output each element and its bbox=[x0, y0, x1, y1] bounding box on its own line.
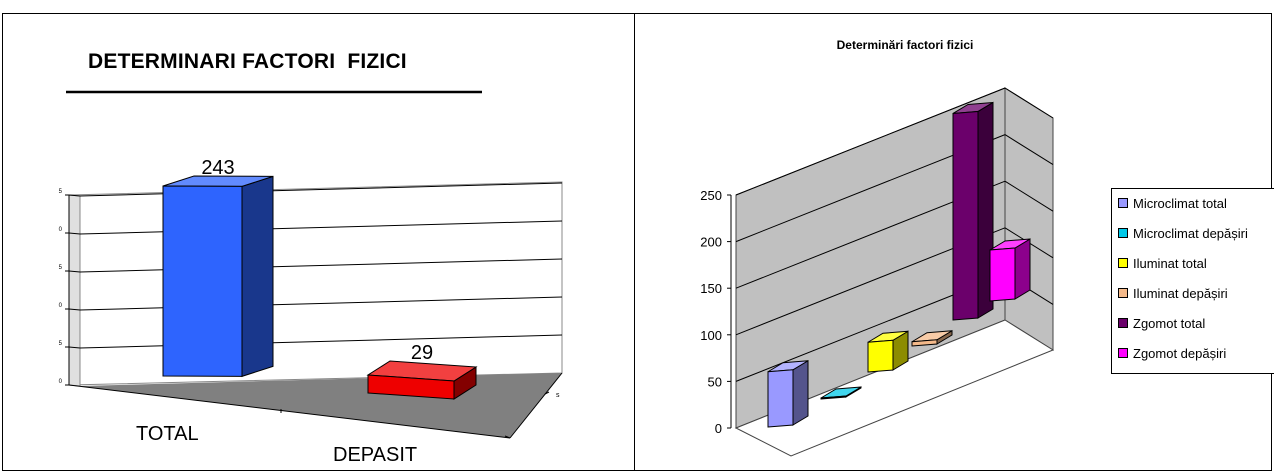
right-y-tick-label: 100 bbox=[700, 328, 722, 343]
right-chart-title: Determinări factori fizici bbox=[836, 38, 974, 52]
right-bar-0 bbox=[767, 359, 809, 428]
right-y-tick-label: 200 bbox=[700, 235, 722, 250]
left-y-tick-label: 5 bbox=[59, 265, 63, 271]
legend-swatch-microclimat-total bbox=[1118, 198, 1128, 208]
left-category-label-depasit: DEPASIT bbox=[333, 444, 417, 466]
legend-label-iluminat-depasiri: Iluminat depășiri bbox=[1133, 285, 1228, 301]
legend-label-microclimat-total: Microclimat total bbox=[1133, 195, 1227, 211]
left-gridline-side bbox=[68, 308, 81, 311]
left-bar-depasit bbox=[366, 360, 478, 400]
left-bar-depasit-front bbox=[367, 374, 455, 400]
right-y-tick-label: 50 bbox=[708, 374, 722, 389]
right-gridline bbox=[735, 87, 1006, 196]
right-gridline-side bbox=[1004, 134, 1054, 166]
left-bars bbox=[162, 175, 478, 400]
right-gridline-side bbox=[1004, 180, 1054, 212]
legend-swatch-zgomot-depasiri bbox=[1118, 348, 1128, 358]
left-depth-tick-label: s bbox=[556, 392, 560, 399]
left-gridline bbox=[79, 220, 563, 235]
left-chart-title: DETERMINARI FACTORI FIZICI bbox=[88, 50, 407, 73]
left-bar-total-front bbox=[162, 185, 243, 377]
legend-swatch-iluminat-depasiri bbox=[1118, 288, 1128, 298]
legend-item-zgomot-total: Zgomot total bbox=[1118, 315, 1205, 331]
left-gridline-side bbox=[68, 194, 81, 197]
right-bar-1 bbox=[820, 386, 862, 400]
left-y-tick-label: 0 bbox=[59, 303, 63, 309]
right-bar-3 bbox=[911, 329, 953, 347]
legend-item-iluminat-total: Iluminat total bbox=[1118, 255, 1207, 271]
left-y-tick-label: 0 bbox=[59, 227, 63, 233]
right-bar-0-side bbox=[792, 359, 809, 426]
right-bar-4-front bbox=[952, 110, 979, 321]
left-gridline-side bbox=[68, 346, 81, 349]
legend-item-microclimat-total: Microclimat total bbox=[1118, 195, 1227, 211]
legend-item-zgomot-depasiri: Zgomot depășiri bbox=[1118, 345, 1226, 361]
right-bars bbox=[767, 101, 1031, 428]
left-x-tick-end bbox=[504, 435, 511, 439]
right-gridline-side bbox=[1004, 87, 1054, 119]
right-y-tick-label: 150 bbox=[700, 281, 722, 296]
legend-swatch-iluminat-total bbox=[1118, 258, 1128, 268]
left-y-tick-label: 0 bbox=[59, 379, 63, 385]
left-y-tick-label: 5 bbox=[59, 341, 63, 347]
left-x-axis bbox=[68, 384, 511, 439]
left-data-label-depasit: 29 bbox=[411, 342, 433, 364]
right-bar-4 bbox=[952, 101, 994, 321]
right-bar-0-front bbox=[767, 369, 794, 428]
right-y-tick-label: 0 bbox=[715, 421, 722, 436]
left-gridline-side bbox=[68, 232, 81, 235]
left-gridline-side bbox=[68, 270, 81, 273]
left-y-tick-label: 5 bbox=[59, 189, 63, 195]
left-y-ticks: 0 5 0 5 0 5 bbox=[59, 189, 69, 386]
left-gridline bbox=[79, 258, 563, 273]
right-bar-2-front bbox=[867, 339, 894, 373]
left-depth-tick bbox=[544, 391, 550, 395]
legend-item-microclimat-depasiri: Microclimat depășiri bbox=[1118, 225, 1248, 241]
legend-label-microclimat-depasiri: Microclimat depășiri bbox=[1133, 225, 1248, 241]
left-gridline bbox=[79, 334, 563, 349]
left-gridline bbox=[79, 182, 563, 197]
right-bar-3-front bbox=[911, 339, 938, 347]
right-bar-5 bbox=[989, 238, 1031, 302]
right-floor bbox=[734, 319, 1055, 457]
left-gridlines bbox=[68, 182, 563, 349]
left-gridline bbox=[79, 296, 563, 311]
right-bar-1-front bbox=[820, 395, 847, 400]
left-bar-total bbox=[162, 175, 274, 378]
right-y-ticks: 0 50 100 150 200 250 bbox=[700, 188, 731, 436]
left-depth-axis bbox=[509, 372, 563, 439]
right-bar-5-side bbox=[1014, 238, 1031, 300]
right-chart-legend: Microclimat total Microclimat depășiri I… bbox=[1111, 188, 1274, 374]
right-bar-2 bbox=[867, 330, 909, 373]
legend-label-zgomot-total: Zgomot total bbox=[1133, 315, 1206, 331]
right-side-wall bbox=[1004, 87, 1054, 351]
legend-swatch-microclimat-depasiri bbox=[1118, 228, 1128, 238]
left-data-label-total: 243 bbox=[201, 157, 234, 179]
legend-label-iluminat-total: Iluminat total bbox=[1133, 255, 1207, 271]
left-category-label-total: TOTAL bbox=[136, 423, 199, 445]
legend-label-zgomot-depasiri: Zgomot depășiri bbox=[1133, 345, 1227, 361]
right-bar-5-front bbox=[989, 247, 1016, 302]
right-y-tick-label: 250 bbox=[700, 188, 722, 203]
legend-item-iluminat-depasiri: Iluminat depășiri bbox=[1118, 285, 1228, 301]
legend-swatch-zgomot-total bbox=[1118, 318, 1128, 328]
